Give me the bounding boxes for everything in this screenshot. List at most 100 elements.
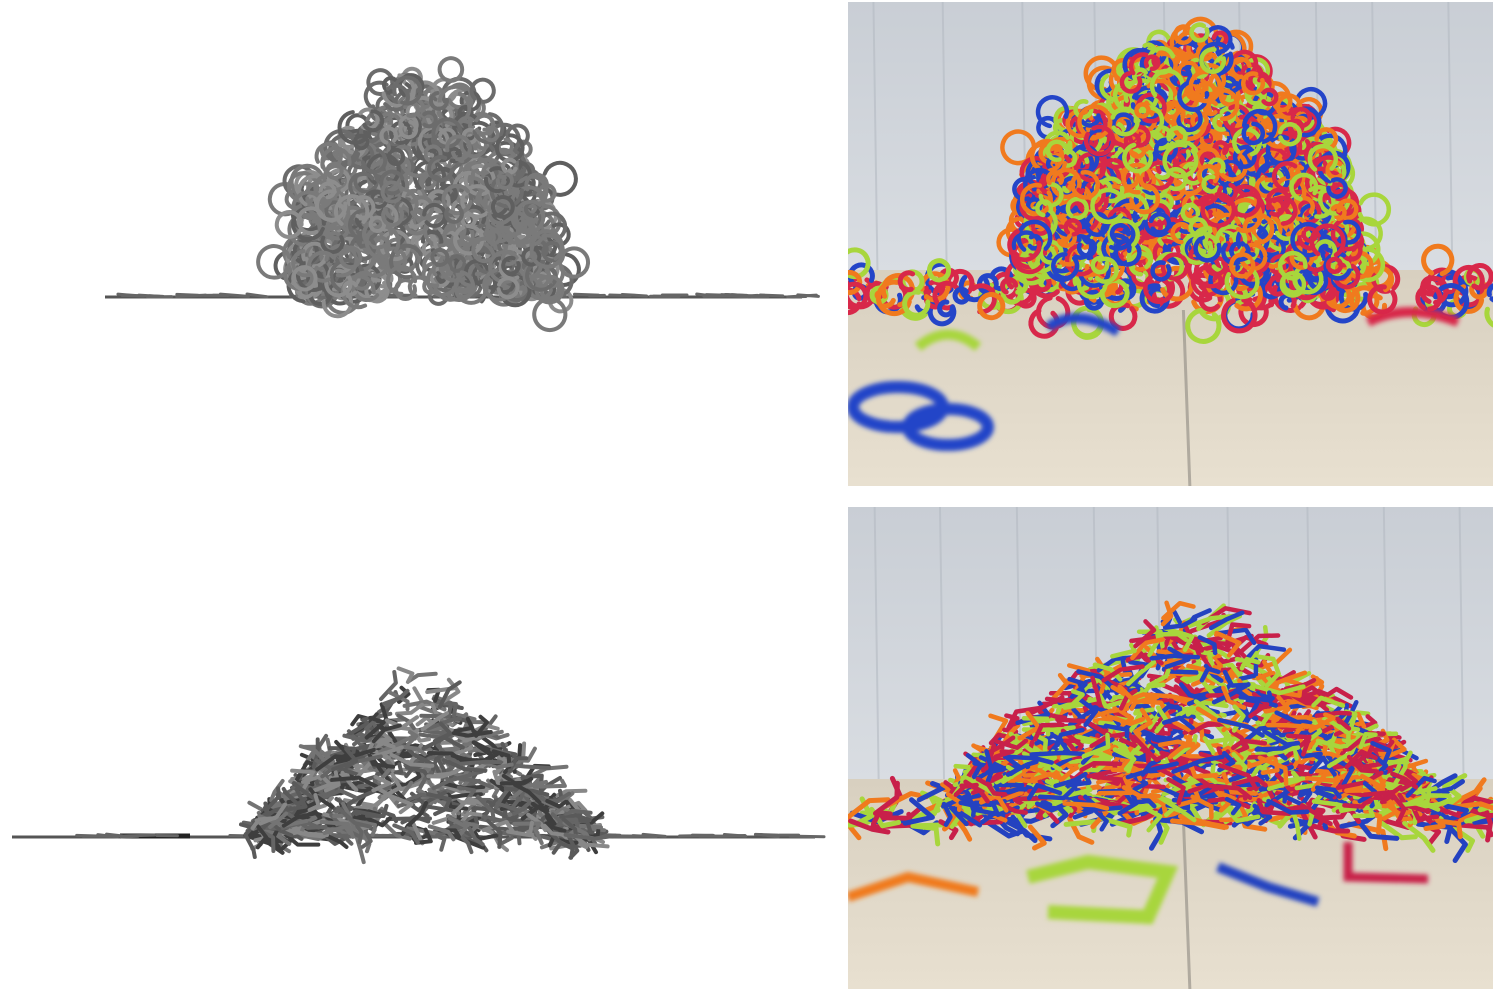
strand — [1180, 203, 1201, 223]
stick — [430, 751, 447, 775]
stick — [440, 683, 461, 705]
strand — [1065, 196, 1089, 221]
photo-curly-pile-drawing — [848, 2, 1493, 486]
stick — [1121, 785, 1161, 799]
strand — [1185, 307, 1222, 344]
stick — [848, 818, 891, 835]
strand — [338, 245, 363, 270]
strand — [355, 195, 376, 220]
strand — [320, 146, 352, 177]
stick — [1221, 685, 1247, 710]
strand — [1307, 143, 1339, 172]
strand — [897, 270, 916, 293]
stick — [1402, 820, 1436, 853]
strand — [368, 215, 387, 233]
stick — [1002, 754, 1054, 765]
strand — [1090, 255, 1110, 275]
stick — [269, 779, 285, 803]
strand — [1143, 54, 1161, 72]
stick — [1388, 790, 1407, 822]
strand — [353, 133, 370, 151]
stick — [1106, 713, 1146, 727]
strand — [474, 113, 496, 136]
strand — [1193, 258, 1229, 289]
stick — [379, 670, 398, 701]
stick — [1240, 654, 1276, 668]
strand — [1110, 106, 1140, 137]
stick — [1265, 670, 1308, 689]
stick — [1271, 692, 1291, 725]
stick — [400, 814, 431, 825]
flat-strand — [218, 292, 250, 298]
strand — [337, 110, 372, 145]
strand — [488, 250, 519, 284]
stick — [1161, 715, 1196, 731]
stick — [1083, 794, 1123, 812]
strand — [1330, 203, 1347, 222]
stick — [1256, 797, 1292, 816]
strand — [1241, 108, 1278, 145]
strand — [952, 286, 971, 305]
strand — [410, 195, 435, 221]
strand — [1194, 233, 1220, 259]
stick — [499, 776, 534, 786]
strand — [1113, 192, 1150, 228]
stick — [290, 768, 315, 791]
stick — [512, 779, 548, 799]
stick — [389, 794, 414, 815]
stick — [255, 825, 269, 850]
strand — [483, 166, 511, 194]
stick — [508, 763, 551, 770]
stick — [1370, 740, 1392, 765]
strand — [1129, 183, 1161, 215]
stick — [382, 688, 410, 706]
strand — [306, 250, 336, 283]
strand — [333, 194, 370, 226]
strand — [422, 110, 438, 129]
stick — [1150, 692, 1177, 724]
flat-strand — [137, 293, 162, 298]
strand — [1287, 118, 1305, 136]
stick — [1069, 689, 1085, 708]
wall-fold — [938, 507, 945, 780]
strand — [1122, 142, 1154, 174]
strand — [1035, 199, 1054, 218]
strand — [1063, 218, 1082, 237]
stick — [459, 759, 503, 766]
stick — [427, 824, 456, 842]
simulation-stick-pile — [0, 500, 830, 996]
flat-strand — [245, 292, 269, 299]
stick — [1157, 739, 1196, 749]
stick — [1207, 783, 1253, 801]
strand — [362, 109, 385, 133]
stick — [1199, 666, 1221, 683]
simulation-stick-pile-drawing — [12, 666, 826, 865]
strand — [417, 125, 450, 158]
stick — [1355, 817, 1400, 841]
strand — [1128, 251, 1154, 277]
flat-stick — [753, 832, 780, 837]
stick — [1100, 816, 1133, 838]
stick — [1088, 804, 1109, 832]
strand — [1191, 61, 1210, 79]
flat-stick — [612, 834, 649, 839]
strand — [447, 82, 473, 110]
strand — [427, 155, 454, 183]
stick — [1133, 619, 1157, 649]
stick — [453, 716, 474, 733]
floor-seam — [1181, 818, 1192, 989]
strand — [1045, 139, 1068, 162]
stick — [489, 827, 514, 846]
strand-group — [996, 16, 1392, 304]
wall-fold — [873, 507, 880, 780]
stick — [1291, 723, 1319, 740]
floor-seam — [1181, 309, 1192, 486]
stick — [1390, 771, 1419, 790]
stick — [981, 749, 1015, 773]
stick — [1214, 630, 1242, 658]
stick — [1400, 788, 1432, 808]
stick — [410, 819, 425, 846]
strand — [1415, 284, 1443, 312]
stick — [461, 820, 480, 834]
stick — [1302, 688, 1330, 699]
